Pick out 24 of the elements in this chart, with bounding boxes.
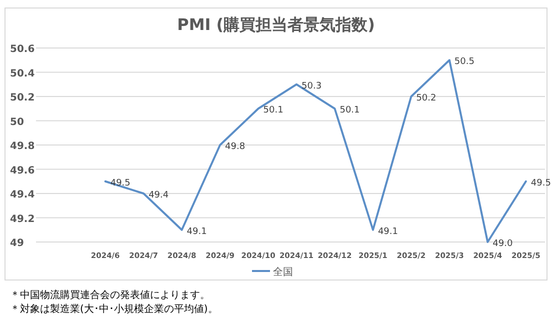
text: ＊中国物流購買連合会の発表値によります。: [10, 289, 210, 301]
y-tick-label: 49.6: [10, 165, 35, 176]
y-tick-label: 49.8: [10, 141, 35, 152]
y-tick-label: 49.4: [10, 190, 35, 200]
y-tick-label: 50.2: [10, 92, 35, 104]
text: ＊対象は製造業(大･中･小規模企業の平均値)。: [10, 303, 218, 315]
data-label: 49.1: [378, 226, 398, 237]
y-tick-label: 50.4: [10, 68, 35, 80]
data-label: 49.5: [530, 178, 551, 188]
data-label: 50.1: [340, 106, 360, 116]
chart-title: PMI (購買担当者景気指数): [177, 15, 375, 34]
y-tick-label: 49: [10, 238, 24, 249]
y-tick-label: 49.2: [10, 214, 35, 225]
data-label: 49.4: [148, 190, 169, 200]
y-tick-label: 50: [10, 116, 24, 128]
data-label: 50.2: [416, 94, 436, 104]
y-tick-label: 50.6: [10, 44, 35, 55]
data-label: 49.1: [186, 226, 207, 237]
legend-label: 全国: [273, 266, 293, 278]
data-label: 50.1: [263, 106, 284, 116]
data-label: 49.0: [492, 239, 513, 249]
data-label: 50.3: [302, 81, 322, 92]
data-label: 50.5: [454, 57, 474, 68]
data-label: 49.8: [225, 142, 246, 152]
